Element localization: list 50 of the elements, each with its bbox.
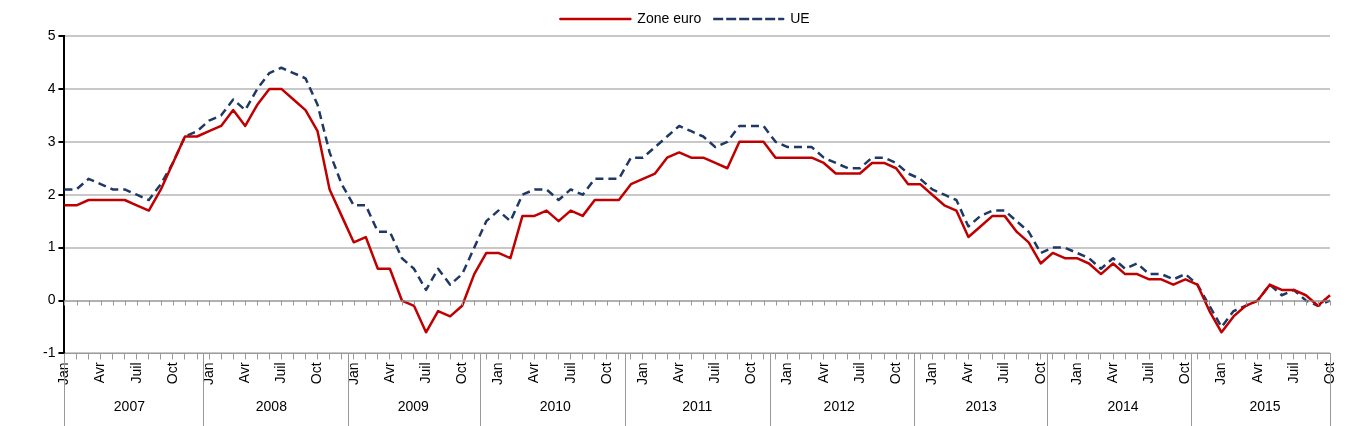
- text: 2012: [823, 397, 855, 414]
- x-tick-label: Juil: [272, 362, 289, 384]
- x-tick-label: Juil: [561, 362, 578, 384]
- y-tick-label: 5: [47, 26, 56, 43]
- text: 2010: [539, 397, 572, 414]
- legend-label: UE: [790, 9, 810, 26]
- x-tick-label: Jan: [489, 362, 506, 386]
- x-tick-label: Avr: [236, 362, 253, 384]
- x-tick-label: Juil: [1284, 362, 1301, 384]
- y-tick-label: 2: [47, 185, 56, 202]
- x-tick-label: Avr: [959, 362, 976, 384]
- y-tick-label: 3: [47, 132, 56, 149]
- x-tick-label: Oct: [597, 362, 614, 385]
- text: 2015: [1249, 397, 1281, 414]
- x-tick-label: Avr: [525, 362, 542, 384]
- x-tick-label: Avr: [670, 362, 686, 384]
- legend-label: Zone euro: [637, 9, 702, 26]
- text: 2013: [965, 397, 997, 414]
- text: 2011: [682, 397, 713, 414]
- x-tick-label: Avr: [814, 362, 831, 384]
- x-tick-label: Avr: [1103, 362, 1120, 384]
- x-tick-label: Jan: [1067, 362, 1084, 386]
- x-tick-label: Oct: [742, 362, 759, 385]
- x-tick-label: Juil: [1140, 362, 1157, 384]
- x-tick-label: Juil: [706, 362, 723, 384]
- text: 2009: [397, 397, 430, 414]
- x-tick-label: Jan: [1212, 362, 1229, 386]
- x-tick-label: Juil: [995, 362, 1012, 384]
- x-tick-label: Oct: [308, 362, 325, 385]
- text: 2007: [113, 397, 146, 414]
- y-tick-label: 0: [47, 291, 56, 308]
- text: 2014: [1107, 397, 1139, 414]
- x-tick-label: Jan: [778, 362, 795, 386]
- x-tick-label: Oct: [1031, 362, 1048, 385]
- x-tick-label: Juil: [127, 362, 144, 384]
- x-tick-label: Oct: [886, 362, 903, 385]
- y-tick-label: -1: [43, 344, 56, 361]
- x-tick-label: Jan: [633, 362, 650, 386]
- x-tick-label: Avr: [91, 362, 108, 384]
- x-tick-label: Juil: [416, 362, 433, 384]
- x-tick-label: Oct: [163, 362, 180, 385]
- text: 2008: [255, 397, 288, 414]
- x-tick-label: Oct: [453, 362, 470, 385]
- x-tick-label: Juil: [850, 362, 867, 384]
- x-tick-label: Oct: [1176, 362, 1193, 385]
- x-tick-label: Avr: [380, 362, 397, 384]
- x-tick-label: Avr: [1248, 362, 1265, 384]
- y-tick-label: 4: [47, 79, 56, 96]
- x-tick-label: Jan: [923, 362, 940, 386]
- y-tick-label: 1: [47, 238, 56, 255]
